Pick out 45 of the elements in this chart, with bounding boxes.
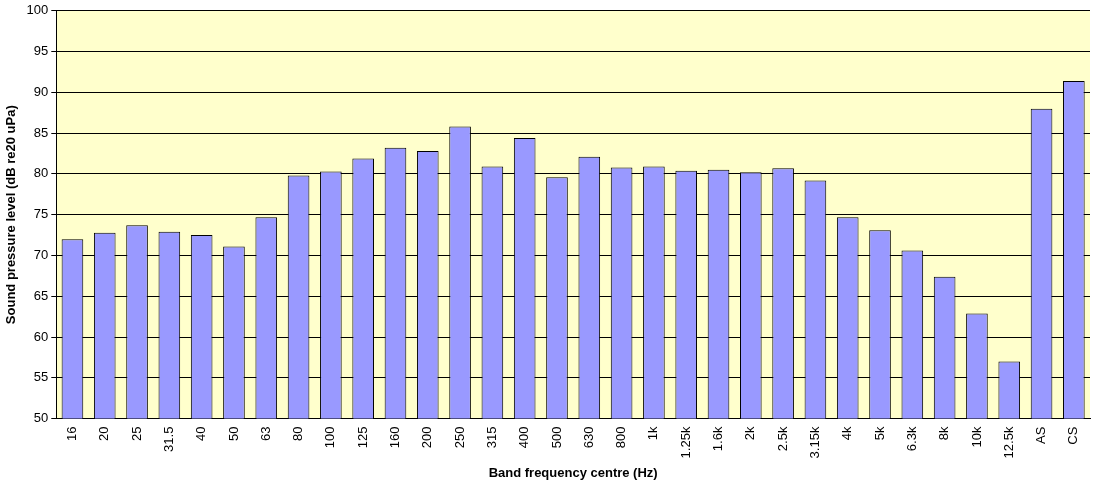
x-tick-label: 25 (128, 426, 144, 442)
x-tick-label: 2k (742, 426, 758, 441)
x-tick-label: 1.25k (677, 426, 693, 459)
x-tick-label: 12.5k (1000, 426, 1016, 459)
x-tick-label: 8k (936, 426, 952, 441)
x-tick-label: 1.6k (710, 426, 726, 452)
y-tick-label: 100 (26, 2, 49, 18)
x-axis-title: Band frequency centre (Hz) (488, 464, 658, 480)
x-tick-label: 400 (516, 426, 532, 449)
x-tick-label: 63 (257, 426, 273, 442)
x-tick-label: 630 (580, 426, 596, 449)
y-tick-label: 95 (33, 43, 49, 59)
x-tick-label: 16 (64, 426, 80, 442)
x-tick-label: 20 (96, 426, 112, 442)
y-tick-label: 80 (33, 165, 49, 181)
x-tick-label: 100 (322, 426, 338, 449)
x-tick-label: 315 (483, 426, 499, 449)
y-tick-label: 85 (33, 124, 49, 140)
y-tick-label: 70 (33, 247, 49, 263)
x-tick-label: 5k (871, 426, 887, 441)
x-tick-label: 4k (839, 426, 855, 441)
x-tick-label: 200 (419, 426, 435, 449)
x-tick-label: 800 (613, 426, 629, 449)
y-tick-label: 50 (33, 410, 49, 426)
x-tick-label: 2.5k (774, 426, 790, 452)
x-tick-label: 3.15k (807, 426, 822, 459)
y-tick-label: 90 (33, 83, 49, 99)
x-tick-label: 80 (290, 426, 306, 442)
x-tick-label: 10k (968, 426, 984, 448)
x-tick-label: 50 (225, 426, 241, 442)
x-tick-label: AS (1033, 426, 1049, 444)
x-tick-label: 6.3k (903, 426, 919, 452)
x-tick-label: CS (1065, 426, 1081, 445)
y-tick-label: 75 (33, 206, 49, 222)
x-tick-label: 250 (451, 426, 467, 449)
x-tick-label: 1k (645, 426, 661, 441)
x-tick-label: 125 (354, 426, 370, 449)
x-tick-label: 160 (387, 426, 403, 449)
x-tick-label: 500 (548, 426, 564, 449)
y-tick-label: 65 (33, 287, 49, 303)
y-axis-title: Sound pressure level (dB re20 uPa) (3, 105, 19, 325)
y-tick-label: 60 (33, 328, 49, 344)
x-tick-label: 31.5 (160, 426, 176, 452)
y-tick-label: 55 (33, 369, 49, 385)
x-tick-label: 40 (193, 426, 209, 442)
